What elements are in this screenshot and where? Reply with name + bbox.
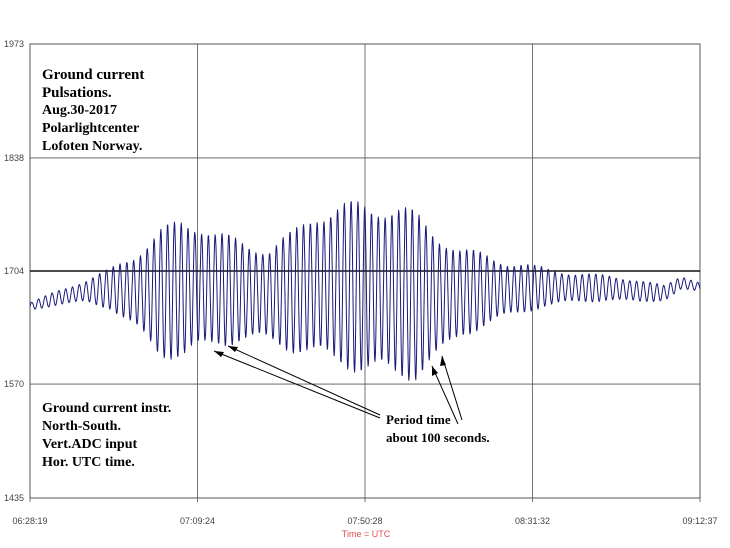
info-line: Ground current instr. bbox=[42, 401, 172, 416]
arrowhead bbox=[214, 351, 224, 357]
info-line: Vert.ADC input bbox=[42, 437, 138, 452]
y-tick-label: 1435 bbox=[4, 493, 24, 503]
x-tick-label: 07:09:24 bbox=[180, 516, 215, 526]
title-line: Pulsations. bbox=[42, 85, 112, 101]
info-line: Hor. UTC time. bbox=[42, 455, 135, 470]
arrow-line bbox=[213, 350, 381, 419]
x-axis-title: Time = UTC bbox=[342, 529, 391, 539]
x-tick-label: 08:31:32 bbox=[515, 516, 550, 526]
arrow-line bbox=[441, 355, 463, 421]
instrument-info-block: Ground current instr. North-South. Vert.… bbox=[42, 400, 171, 472]
title-line: Ground current bbox=[42, 67, 145, 83]
title-line: Polarlightcenter bbox=[42, 121, 140, 136]
period-annotation: Period time about 100 seconds. bbox=[213, 345, 490, 445]
annotation-line-1: Period time bbox=[386, 412, 451, 427]
y-tick-labels: 1973 1838 1704 1570 1435 bbox=[4, 39, 24, 503]
arrowhead bbox=[432, 366, 438, 376]
arrowhead bbox=[228, 346, 238, 352]
y-tick-label: 1704 bbox=[4, 266, 24, 276]
arrowhead bbox=[440, 356, 446, 366]
x-tick-label: 07:50:28 bbox=[347, 516, 382, 526]
title-line: Lofoten Norway. bbox=[42, 139, 143, 154]
annotation-line-2: about 100 seconds. bbox=[386, 430, 490, 445]
info-line: North-South. bbox=[42, 419, 121, 434]
y-tick-label: 1838 bbox=[4, 153, 24, 163]
data-series-line bbox=[29, 201, 701, 381]
x-tick-labels: 06:28:19 07:09:24 07:50:28 08:31:32 09:12:37 bbox=[12, 516, 717, 526]
y-tick-label: 1570 bbox=[4, 379, 24, 389]
title-line: Aug.30-2017 bbox=[42, 103, 118, 118]
arrow-line bbox=[227, 345, 381, 416]
y-tick-label: 1973 bbox=[4, 39, 24, 49]
x-tick-label: 09:12:37 bbox=[682, 516, 717, 526]
arrow-line bbox=[431, 365, 459, 425]
x-tick-label: 06:28:19 bbox=[12, 516, 47, 526]
chart-title-block: Ground current Pulsations. Aug.30-2017 P… bbox=[42, 66, 144, 156]
